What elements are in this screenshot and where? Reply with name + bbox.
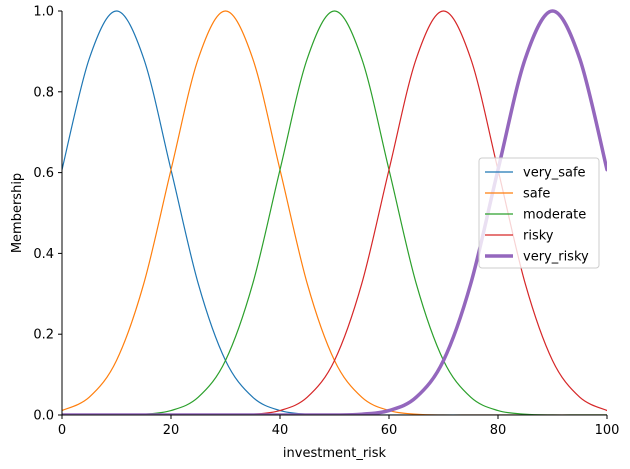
x-tick-label: 20 bbox=[163, 423, 180, 438]
y-tick-label: 0.6 bbox=[33, 166, 54, 181]
x-tick-label: 100 bbox=[595, 423, 620, 438]
y-tick-label: 0.0 bbox=[33, 409, 54, 424]
x-axis-label: investment_risk bbox=[283, 446, 387, 461]
y-axis-label: Membership bbox=[10, 173, 25, 253]
series-line-moderate bbox=[62, 10, 607, 415]
x-tick-label: 60 bbox=[381, 423, 398, 438]
legend-frame bbox=[478, 157, 600, 269]
legend-label-risky: risky bbox=[523, 229, 554, 244]
y-tick-label: 0.4 bbox=[33, 247, 54, 262]
axes-group: 0 20 40 60 80 100 0.0 0.2 0.4 0.6 0.8 1.0 bbox=[33, 5, 619, 439]
x-tick-label: 0 bbox=[58, 423, 66, 438]
legend-label-very-safe: very_safe bbox=[523, 166, 586, 181]
legend-label-safe: safe bbox=[523, 187, 550, 202]
y-tick-label: 0.2 bbox=[33, 328, 54, 343]
series-line-safe bbox=[62, 10, 607, 415]
y-tick-label: 1.0 bbox=[33, 5, 54, 20]
legend-label-moderate: moderate bbox=[523, 208, 586, 223]
y-tick-label: 0.8 bbox=[33, 85, 54, 100]
x-tick-label: 40 bbox=[272, 423, 289, 438]
legend-label-very-risky: very_risky bbox=[523, 250, 589, 265]
x-tick-label: 80 bbox=[490, 423, 507, 438]
